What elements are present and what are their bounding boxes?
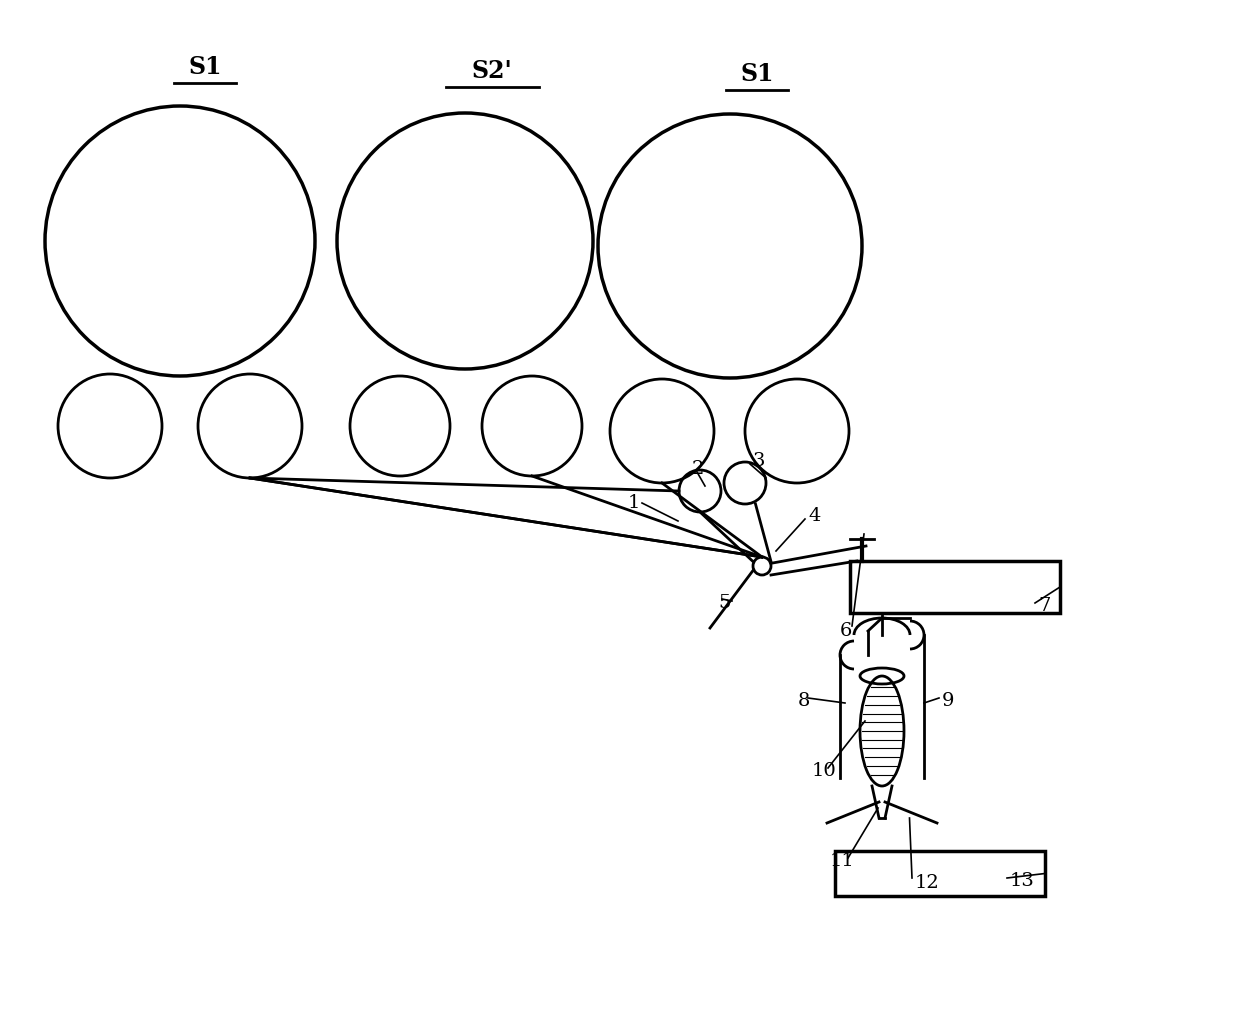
Text: 1: 1 <box>627 494 640 512</box>
Text: 2: 2 <box>692 460 704 478</box>
Text: S2': S2' <box>471 59 512 83</box>
Text: 4: 4 <box>808 507 821 525</box>
Text: 13: 13 <box>1011 872 1035 890</box>
Text: 5: 5 <box>718 594 730 612</box>
Bar <box>849 561 1060 613</box>
Text: 11: 11 <box>830 852 854 870</box>
Text: 6: 6 <box>839 622 852 640</box>
Text: S1: S1 <box>188 55 222 79</box>
Text: 8: 8 <box>799 692 811 710</box>
Text: 7: 7 <box>1038 597 1050 615</box>
Text: 10: 10 <box>812 762 837 780</box>
Text: 12: 12 <box>915 874 940 892</box>
Text: 3: 3 <box>751 452 765 470</box>
Text: S1: S1 <box>740 62 774 86</box>
Bar <box>835 850 1045 896</box>
Text: 9: 9 <box>942 692 955 710</box>
